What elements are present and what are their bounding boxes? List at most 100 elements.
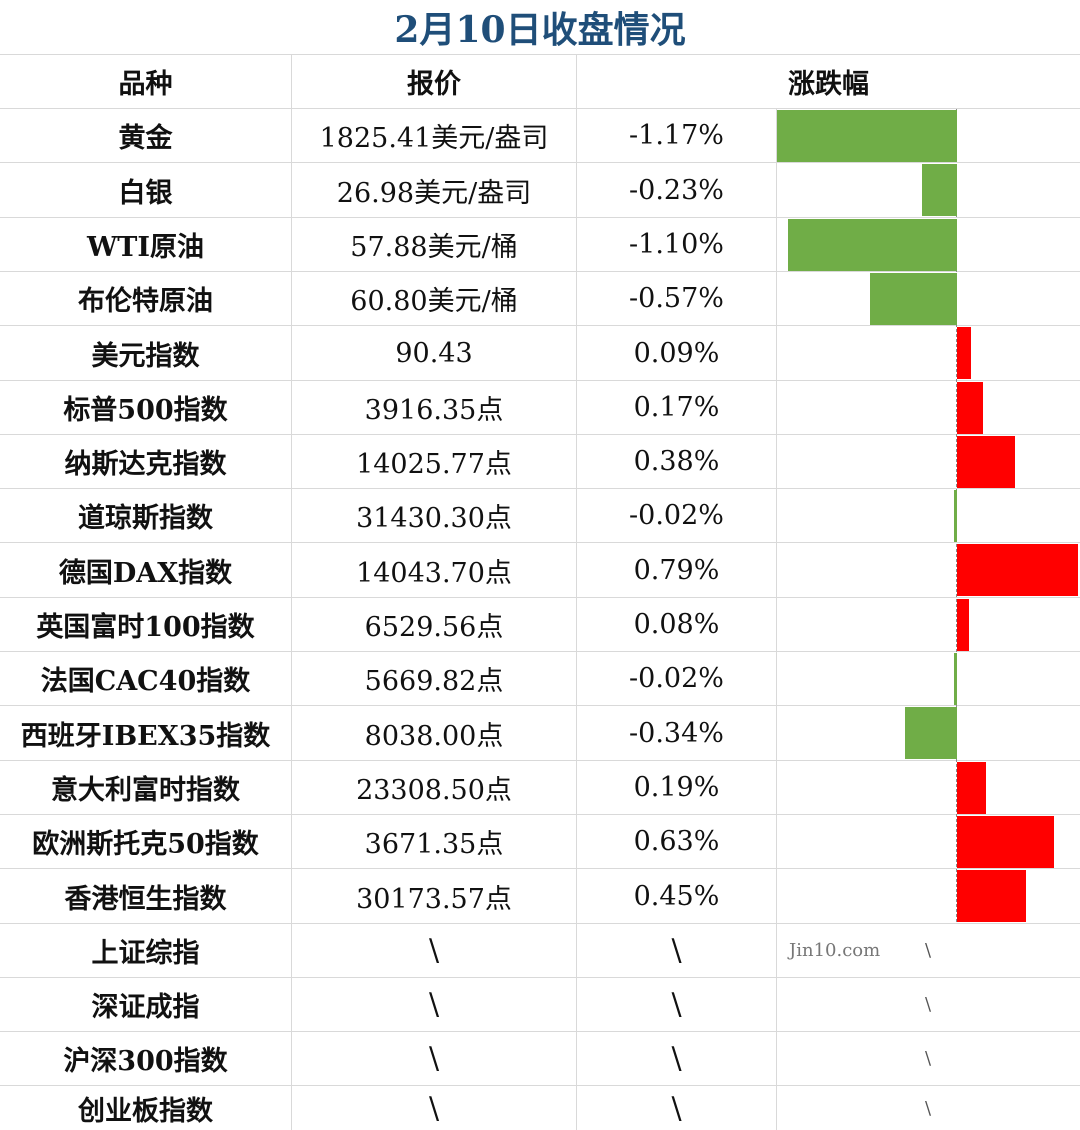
row-name: 意大利富时指数 xyxy=(0,761,292,814)
bar-zero-axis xyxy=(956,109,957,922)
row-price: 57.88美元/桶 xyxy=(292,218,577,271)
row-change: -0.57% xyxy=(577,272,777,325)
row-bar-cell xyxy=(777,218,1080,271)
row-bar-cell: \ xyxy=(777,1086,1080,1130)
row-price: 23308.50点 xyxy=(292,761,577,814)
row-name: 白银 xyxy=(0,163,292,217)
row-price: 31430.30点 xyxy=(292,489,577,542)
header-price: 报价 xyxy=(292,55,577,108)
row-change: \ xyxy=(577,1086,777,1130)
row-bar-cell xyxy=(777,652,1080,705)
row-bar-cell xyxy=(777,815,1080,868)
page-title: 2月10日收盘情况 xyxy=(0,0,1080,55)
row-change: -1.10% xyxy=(577,218,777,271)
table-row: 香港恒生指数 30173.57点 0.45% xyxy=(0,869,1080,924)
row-bar-cell xyxy=(777,381,1080,434)
row-name: 英国富时100指数 xyxy=(0,598,292,651)
table-row: 法国CAC40指数 5669.82点 -0.02% xyxy=(0,652,1080,706)
row-name: 深证成指 xyxy=(0,978,292,1031)
row-change: -0.02% xyxy=(577,489,777,542)
row-price: 3916.35点 xyxy=(292,381,577,434)
row-price: \ xyxy=(292,924,577,977)
row-name: 道琼斯指数 xyxy=(0,489,292,542)
header-name: 品种 xyxy=(0,55,292,108)
row-change: -0.02% xyxy=(577,652,777,705)
row-name: 欧洲斯托克50指数 xyxy=(0,815,292,868)
row-bar-cell xyxy=(777,435,1080,488)
row-change: \ xyxy=(577,1032,777,1085)
row-change: 0.63% xyxy=(577,815,777,868)
table-row: 黄金 1825.41美元/盎司 -1.17% xyxy=(0,109,1080,163)
bar-placeholder: \ xyxy=(925,994,932,1015)
row-change: \ xyxy=(577,978,777,1031)
row-price: 3671.35点 xyxy=(292,815,577,868)
table-row: 道琼斯指数 31430.30点 -0.02% xyxy=(0,489,1080,543)
row-name: 创业板指数 xyxy=(0,1086,292,1130)
row-bar-cell xyxy=(777,869,1080,923)
table-row: WTI原油 57.88美元/桶 -1.10% xyxy=(0,218,1080,272)
row-change: 0.09% xyxy=(577,326,777,380)
table-row: 白银 26.98美元/盎司 -0.23% xyxy=(0,163,1080,218)
row-price: 14043.70点 xyxy=(292,543,577,597)
row-price: \ xyxy=(292,978,577,1031)
row-price: 60.80美元/桶 xyxy=(292,272,577,325)
row-name: 法国CAC40指数 xyxy=(0,652,292,705)
row-price: 6529.56点 xyxy=(292,598,577,651)
row-price: 26.98美元/盎司 xyxy=(292,163,577,217)
table-row: 标普500指数 3916.35点 0.17% xyxy=(0,381,1080,435)
row-name: WTI原油 xyxy=(0,218,292,271)
table-row: 沪深300指数 \ \ \ xyxy=(0,1032,1080,1086)
header-row: 品种 报价 涨跌幅 xyxy=(0,55,1080,109)
table-row: 德国DAX指数 14043.70点 0.79% xyxy=(0,543,1080,598)
row-change: \ xyxy=(577,924,777,977)
table-row: 布伦特原油 60.80美元/桶 -0.57% xyxy=(0,272,1080,326)
header-change: 涨跌幅 xyxy=(788,69,869,100)
row-name: 美元指数 xyxy=(0,326,292,380)
watermark-text: Jin10.com xyxy=(789,940,881,961)
table-row: 上证综指 \ \ Jin10.com \ xyxy=(0,924,1080,978)
row-bar-cell xyxy=(777,109,1080,162)
row-bar-cell: Jin10.com \ xyxy=(777,924,1080,977)
table-row: 深证成指 \ \ \ xyxy=(0,978,1080,1032)
row-change: -0.34% xyxy=(577,706,777,760)
table-row: 西班牙IBEX35指数 8038.00点 -0.34% xyxy=(0,706,1080,761)
row-price: \ xyxy=(292,1032,577,1085)
row-price: 8038.00点 xyxy=(292,706,577,760)
row-bar-cell xyxy=(777,598,1080,651)
row-name: 上证综指 xyxy=(0,924,292,977)
row-name: 西班牙IBEX35指数 xyxy=(0,706,292,760)
row-change: -0.23% xyxy=(577,163,777,217)
row-bar-cell xyxy=(777,163,1080,217)
table-row: 创业板指数 \ \ \ xyxy=(0,1086,1080,1130)
row-bar-cell: \ xyxy=(777,1032,1080,1085)
table-row: 英国富时100指数 6529.56点 0.08% xyxy=(0,598,1080,652)
bar-placeholder: \ xyxy=(925,1048,932,1069)
row-name: 标普500指数 xyxy=(0,381,292,434)
row-price: \ xyxy=(292,1086,577,1130)
row-price: 90.43 xyxy=(292,326,577,380)
row-change: 0.79% xyxy=(577,543,777,597)
table-row: 意大利富时指数 23308.50点 0.19% xyxy=(0,761,1080,815)
row-change: 0.17% xyxy=(577,381,777,434)
row-bar-cell xyxy=(777,706,1080,760)
row-bar-cell xyxy=(777,272,1080,325)
row-bar-cell xyxy=(777,761,1080,814)
row-name: 布伦特原油 xyxy=(0,272,292,325)
row-name: 德国DAX指数 xyxy=(0,543,292,597)
bar-placeholder: \ xyxy=(925,940,932,961)
row-price: 30173.57点 xyxy=(292,869,577,923)
table-row: 纳斯达克指数 14025.77点 0.38% xyxy=(0,435,1080,489)
row-change: 0.08% xyxy=(577,598,777,651)
row-bar-cell xyxy=(777,326,1080,380)
row-name: 香港恒生指数 xyxy=(0,869,292,923)
row-change: 0.38% xyxy=(577,435,777,488)
row-bar-cell: \ xyxy=(777,978,1080,1031)
row-price: 1825.41美元/盎司 xyxy=(292,109,577,162)
row-bar-cell xyxy=(777,489,1080,542)
bar-placeholder: \ xyxy=(925,1097,932,1119)
row-name: 黄金 xyxy=(0,109,292,162)
row-price: 5669.82点 xyxy=(292,652,577,705)
table-row: 美元指数 90.43 0.09% xyxy=(0,326,1080,381)
table-row: 欧洲斯托克50指数 3671.35点 0.63% xyxy=(0,815,1080,869)
row-price: 14025.77点 xyxy=(292,435,577,488)
